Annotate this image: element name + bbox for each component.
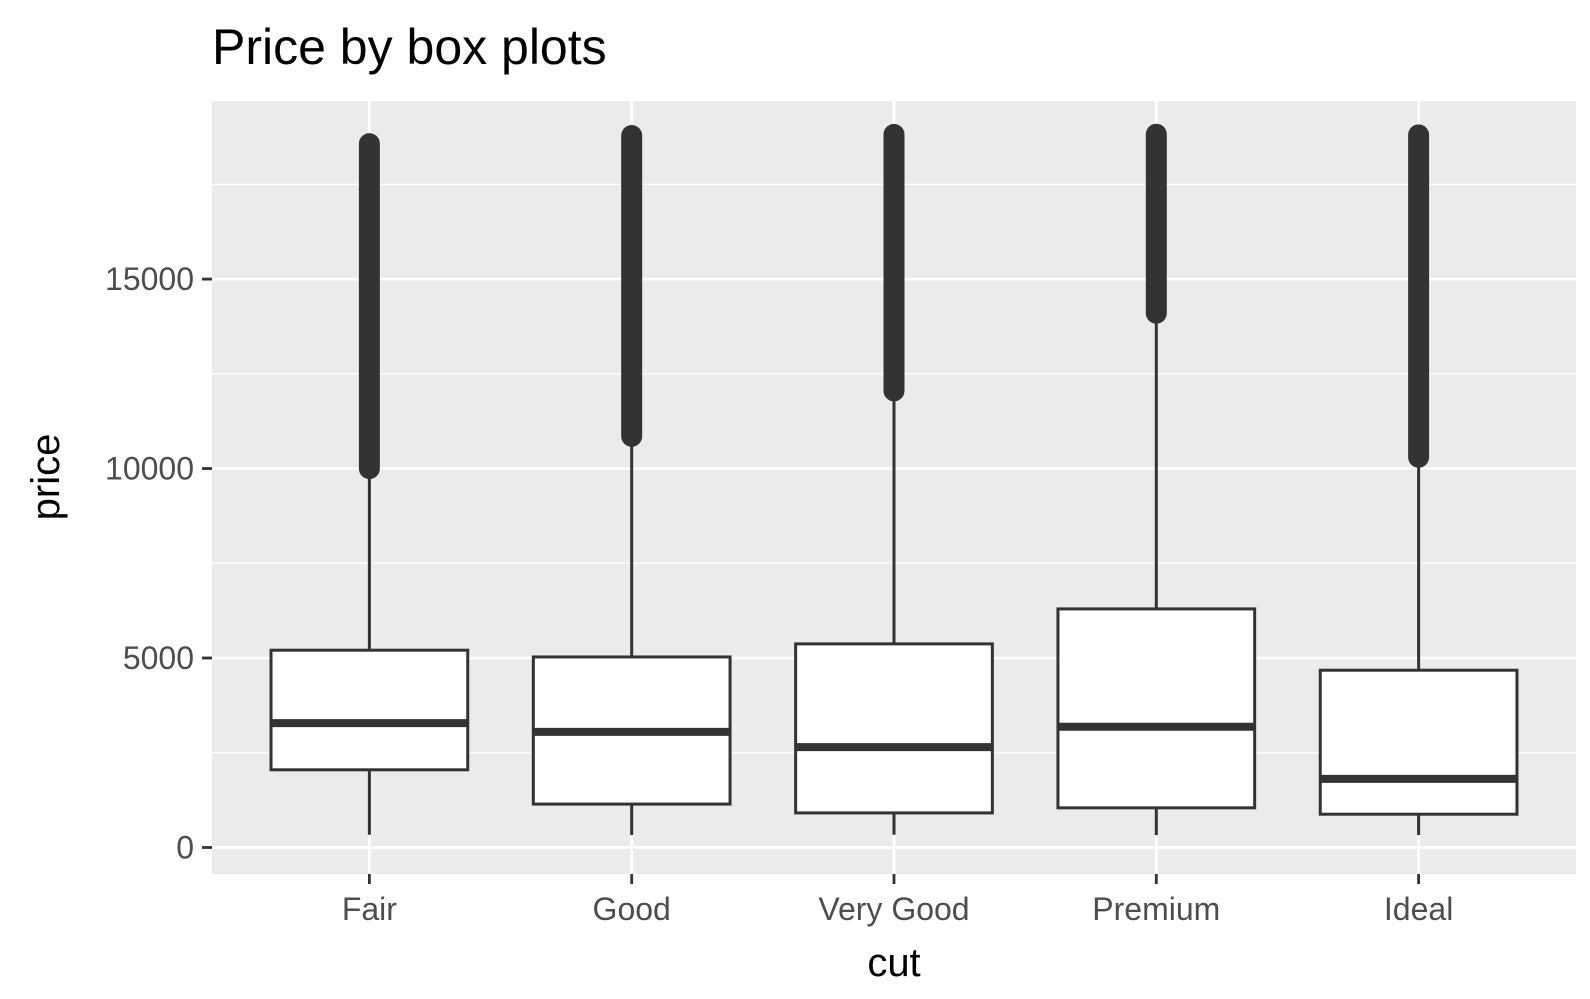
- y-tick-label: 10000: [105, 451, 194, 487]
- box-group: [1056, 123, 1257, 836]
- x-axis-title: cut: [867, 941, 920, 985]
- y-tick-label: 15000: [105, 261, 194, 297]
- x-tick-label: Premium: [1092, 891, 1220, 927]
- y-tick-label: 5000: [123, 640, 194, 676]
- x-tick-label: Ideal: [1384, 891, 1453, 927]
- box-group: [269, 133, 470, 835]
- box-iqr: [1318, 668, 1519, 816]
- box-group: [794, 123, 994, 835]
- x-tick-label: Fair: [342, 891, 397, 927]
- x-tick-label: Good: [593, 891, 671, 927]
- y-tick-label: 0: [176, 829, 194, 865]
- box-group: [1318, 124, 1519, 836]
- box-iqr: [794, 642, 994, 815]
- x-tick-label: Very Good: [818, 891, 969, 927]
- chart-title: Price by box plots: [212, 19, 607, 75]
- box-iqr: [269, 648, 470, 772]
- box-iqr: [1056, 607, 1257, 810]
- plot-panel: 0 5000 10000 15000 Fair Good Very Good Premium I…: [105, 101, 1576, 927]
- box-group: [531, 125, 732, 836]
- y-axis-title: price: [24, 434, 68, 521]
